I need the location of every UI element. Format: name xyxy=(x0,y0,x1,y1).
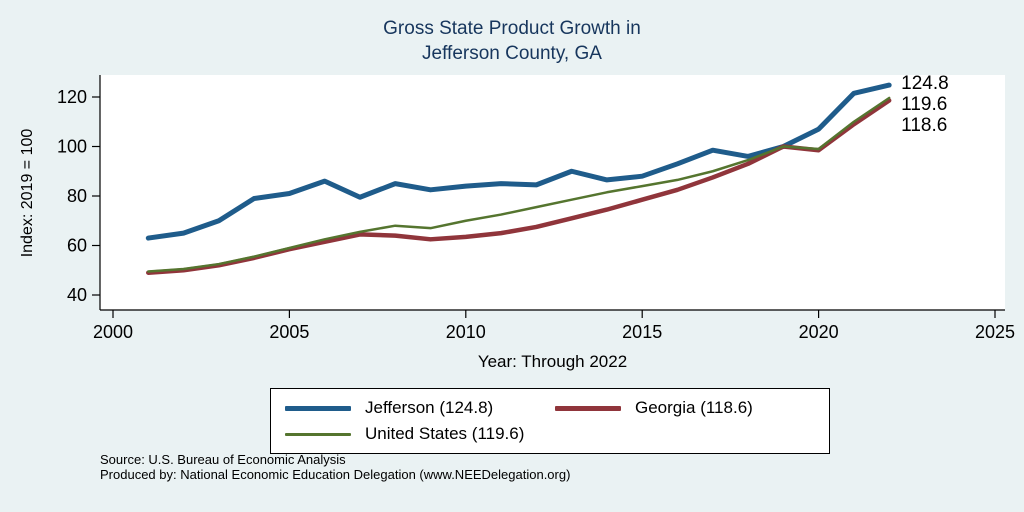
legend-item-georgia: Georgia (118.6) xyxy=(555,398,815,418)
chart-title-line2: Jefferson County, GA xyxy=(422,43,602,64)
plot-area xyxy=(100,75,1005,310)
y-tick-label: 40 xyxy=(67,285,87,305)
chart-title-line1: Gross State Product Growth in xyxy=(383,18,641,39)
x-tick-label: 2025 xyxy=(975,322,1015,342)
georgia-end-label: 118.6 xyxy=(901,115,947,136)
united-states-line-swatch xyxy=(285,432,351,436)
legend-label-jefferson: Jefferson (124.8) xyxy=(365,398,494,417)
y-axis-label: Index: 2019 = 100 xyxy=(19,128,36,258)
produced-by-line: Produced by: National Economic Education… xyxy=(100,467,571,482)
y-tick-label: 80 xyxy=(67,186,87,206)
jefferson-line-swatch xyxy=(285,405,351,411)
source-line: Source: U.S. Bureau of Economic Analysis xyxy=(100,452,346,467)
x-tick-label: 2020 xyxy=(799,322,839,342)
x-tick-label: 2005 xyxy=(269,322,309,342)
y-tick-label: 120 xyxy=(57,87,87,107)
legend-label-georgia: Georgia (118.6) xyxy=(635,398,753,417)
jefferson-end-label: 124.8 xyxy=(901,73,949,94)
x-tick-label: 2010 xyxy=(446,322,486,342)
legend: Jefferson (124.8) Georgia (118.6) United… xyxy=(270,388,830,454)
united-states-end-label: 119.6 xyxy=(901,94,947,115)
georgia-line-swatch xyxy=(555,405,621,411)
united-states-line xyxy=(147,96,891,273)
x-axis-label: Year: Through 2022 xyxy=(477,352,628,371)
chart-title: Gross State Product Growth in Jefferson … xyxy=(0,16,1024,66)
legend-label-united-states: United States (119.6) xyxy=(365,424,525,443)
y-tick-label: 60 xyxy=(67,236,87,256)
source-note: Source: U.S. Bureau of Economic Analysis… xyxy=(100,452,570,482)
y-tick-label: 100 xyxy=(57,137,87,157)
legend-item-jefferson: Jefferson (124.8) xyxy=(285,398,545,418)
x-tick-label: 2000 xyxy=(93,322,133,342)
legend-item-united-states: United States (119.6) xyxy=(285,424,545,444)
x-tick-label: 2015 xyxy=(622,322,662,342)
jefferson-line xyxy=(145,82,892,241)
